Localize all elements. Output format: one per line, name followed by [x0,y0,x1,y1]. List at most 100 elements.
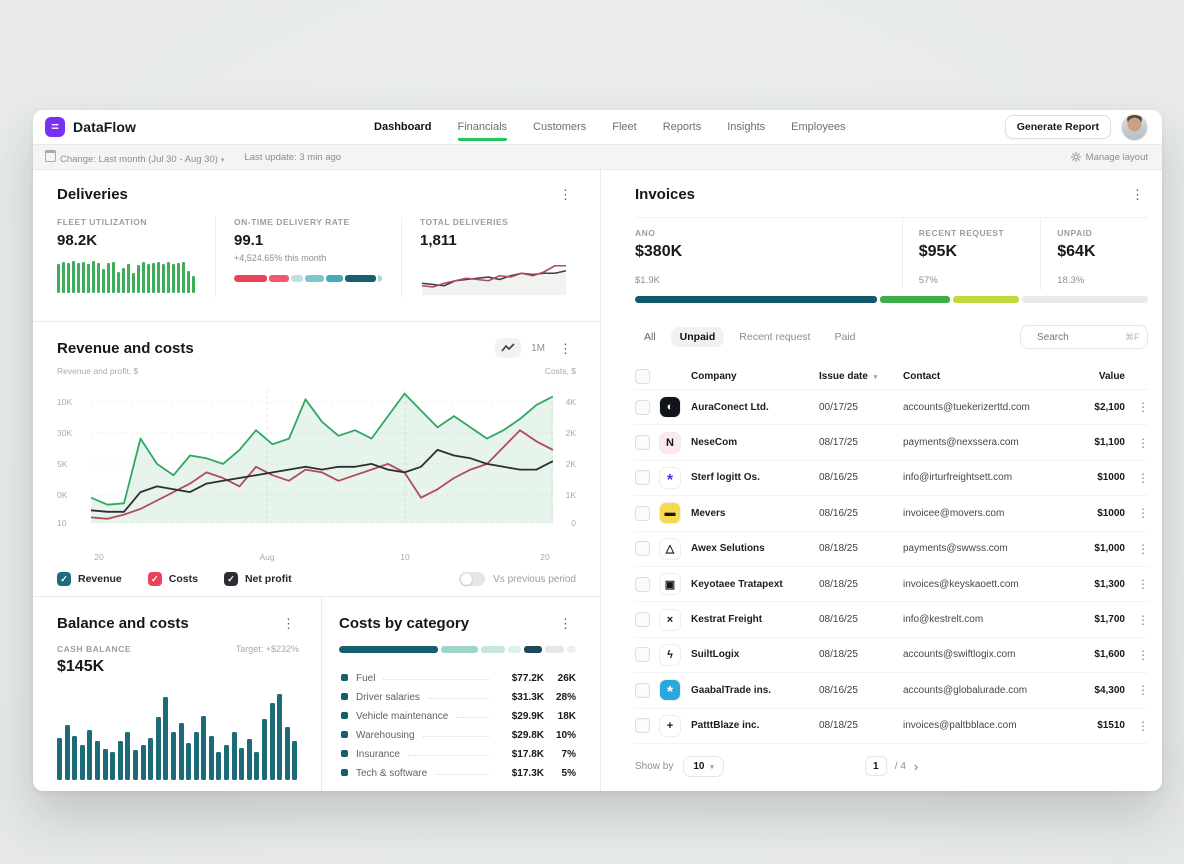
row-menu-button[interactable]: ⋮ [1137,470,1149,485]
bar [163,697,169,780]
row-menu-button[interactable]: ⋮ [1137,577,1149,592]
date-range-chip[interactable]: 1M [531,342,545,354]
nav-tab-financials[interactable]: Financials [457,113,508,141]
bar [208,735,214,780]
total-deliveries-sparkline [421,264,567,295]
bar-segment [326,275,343,282]
cost-category-row: Warehousing $29.8K 10% [339,722,576,741]
issue-date: 08/18/25 [819,720,858,732]
category-label: Insurance [356,749,400,760]
dotted-leader [427,698,490,699]
invoice-value: $4,300 [1094,684,1125,696]
bar [136,265,140,293]
table-row: ϟ SuiltLogix 08/18/25 accounts@swiftlogix.c… [635,638,1149,674]
row-menu-button[interactable]: ⋮ [1137,718,1149,733]
company-name: AuraConect Ltd. [691,401,769,413]
bar-segment [440,646,478,653]
table-row: ▬ Mevers 08/16/25 invoicee@movers.com $1000 ⋮ [635,496,1149,532]
row-checkbox[interactable] [635,399,650,415]
issue-date: 00/17/25 [819,401,858,413]
user-avatar[interactable] [1121,113,1148,141]
nav-tab-customers[interactable]: Customers [533,121,587,133]
row-checkbox[interactable] [635,718,650,734]
bar [193,732,199,780]
costs-category-menu-button[interactable]: ⋮ [559,616,572,631]
bar-segment [544,646,565,653]
category-dot-icon [341,674,348,681]
column-issue-date[interactable]: Issue date ▾ [819,370,878,382]
deliveries-title: Deliveries [57,186,128,203]
checkbox-checked-icon: ✓ [223,572,238,586]
row-menu-button[interactable]: ⋮ [1137,541,1149,556]
line-chart-icon [501,343,515,352]
row-checkbox[interactable] [635,505,650,521]
legend-item-costs[interactable]: ✓ Costs [147,572,198,586]
balance-menu-button[interactable]: ⋮ [282,616,295,631]
nav-tab-fleet[interactable]: Fleet [612,121,637,133]
select-all-checkbox[interactable] [635,368,650,384]
ontime-rate-value: 99.1 [234,232,264,249]
nav-tab-reports[interactable]: Reports [662,121,702,133]
bar-segment [879,296,951,303]
row-menu-button[interactable]: ⋮ [1137,400,1149,415]
x-axis-tick: 20 [94,552,104,562]
bar [186,271,190,293]
contact-email: info@irturfreightsett.com [903,472,1013,484]
row-checkbox[interactable] [635,682,650,698]
row-menu-button[interactable]: ⋮ [1137,506,1149,521]
vs-previous-period-toggle[interactable] [459,572,486,586]
row-menu-button[interactable]: ⋮ [1137,612,1149,627]
row-checkbox[interactable] [635,470,650,486]
nav-tab-employees[interactable]: Employees [791,121,846,133]
row-checkbox[interactable] [635,612,650,628]
invoices-tab-all[interactable]: All [644,331,656,343]
deliveries-menu-button[interactable]: ⋮ [559,187,572,202]
line-chart-type-button[interactable] [495,338,522,358]
contact-email: payments@nexssera.com [903,437,1019,449]
row-menu-button[interactable]: ⋮ [1137,683,1149,698]
row-checkbox[interactable] [635,576,650,592]
bar [106,263,111,293]
invoices-table-footer: Show by 10 ▾ 1 / 4 › [635,755,1148,777]
column-company[interactable]: Company [691,370,737,382]
invoices-tab-paid[interactable]: Paid [834,331,856,343]
legend-item-net-profit[interactable]: ✓ Net profit [223,572,292,586]
row-checkbox[interactable] [635,541,650,557]
table-row: ◐ AuraConect Ltd. 00/17/25 accounts@tuekeri… [635,390,1149,426]
manage-layout-button[interactable]: Manage layout [1070,152,1148,163]
date-range-filter[interactable]: Change: Last month (Jul 30 - Aug 30) ▾ [45,149,224,165]
revenue-costs-plot [91,390,553,524]
contact-email: invoices@keyskaoett.com [903,578,1019,590]
y-axis-tick: 0K [57,490,68,500]
cash-balance-bar-chart [57,688,299,780]
row-checkbox[interactable] [635,647,650,663]
bar-segment [305,275,325,282]
search-input[interactable] [1035,330,1119,344]
column-contact[interactable]: Contact [903,370,941,382]
nav-tab-dashboard[interactable]: Dashboard [374,121,432,133]
invoices-tab-unpaid[interactable]: Unpaid [670,327,725,347]
company-logo-icon: * [659,679,681,702]
company-name: PatttBlaze inc. [691,720,760,732]
brand-name: DataFlow [73,119,137,135]
bar [72,735,78,780]
row-menu-button[interactable]: ⋮ [1137,647,1149,662]
bar [161,263,165,293]
page-size-select[interactable]: 10 ▾ [683,755,724,777]
row-menu-button[interactable]: ⋮ [1137,435,1149,450]
invoices-tab-recent-request[interactable]: Recent request [739,331,811,343]
generate-report-button[interactable]: Generate Report [1004,115,1111,139]
search-box[interactable]: ⌘F [1020,325,1148,349]
row-checkbox[interactable] [635,435,650,451]
invoices-menu-button[interactable]: ⋮ [1131,187,1144,202]
revenue-menu-button[interactable]: ⋮ [559,340,572,356]
contact-email: accounts@globalurade.com [903,684,1028,696]
column-value[interactable]: Value [1098,370,1125,382]
next-page-button[interactable]: › [913,758,919,774]
current-page[interactable]: 1 [864,756,887,777]
bar-segment [339,646,438,653]
contact-email: invoices@paltbblace.com [903,720,1017,732]
nav-tab-insights[interactable]: Insights [727,121,766,133]
bar [126,263,130,293]
legend-item-revenue[interactable]: ✓ Revenue [57,572,122,586]
